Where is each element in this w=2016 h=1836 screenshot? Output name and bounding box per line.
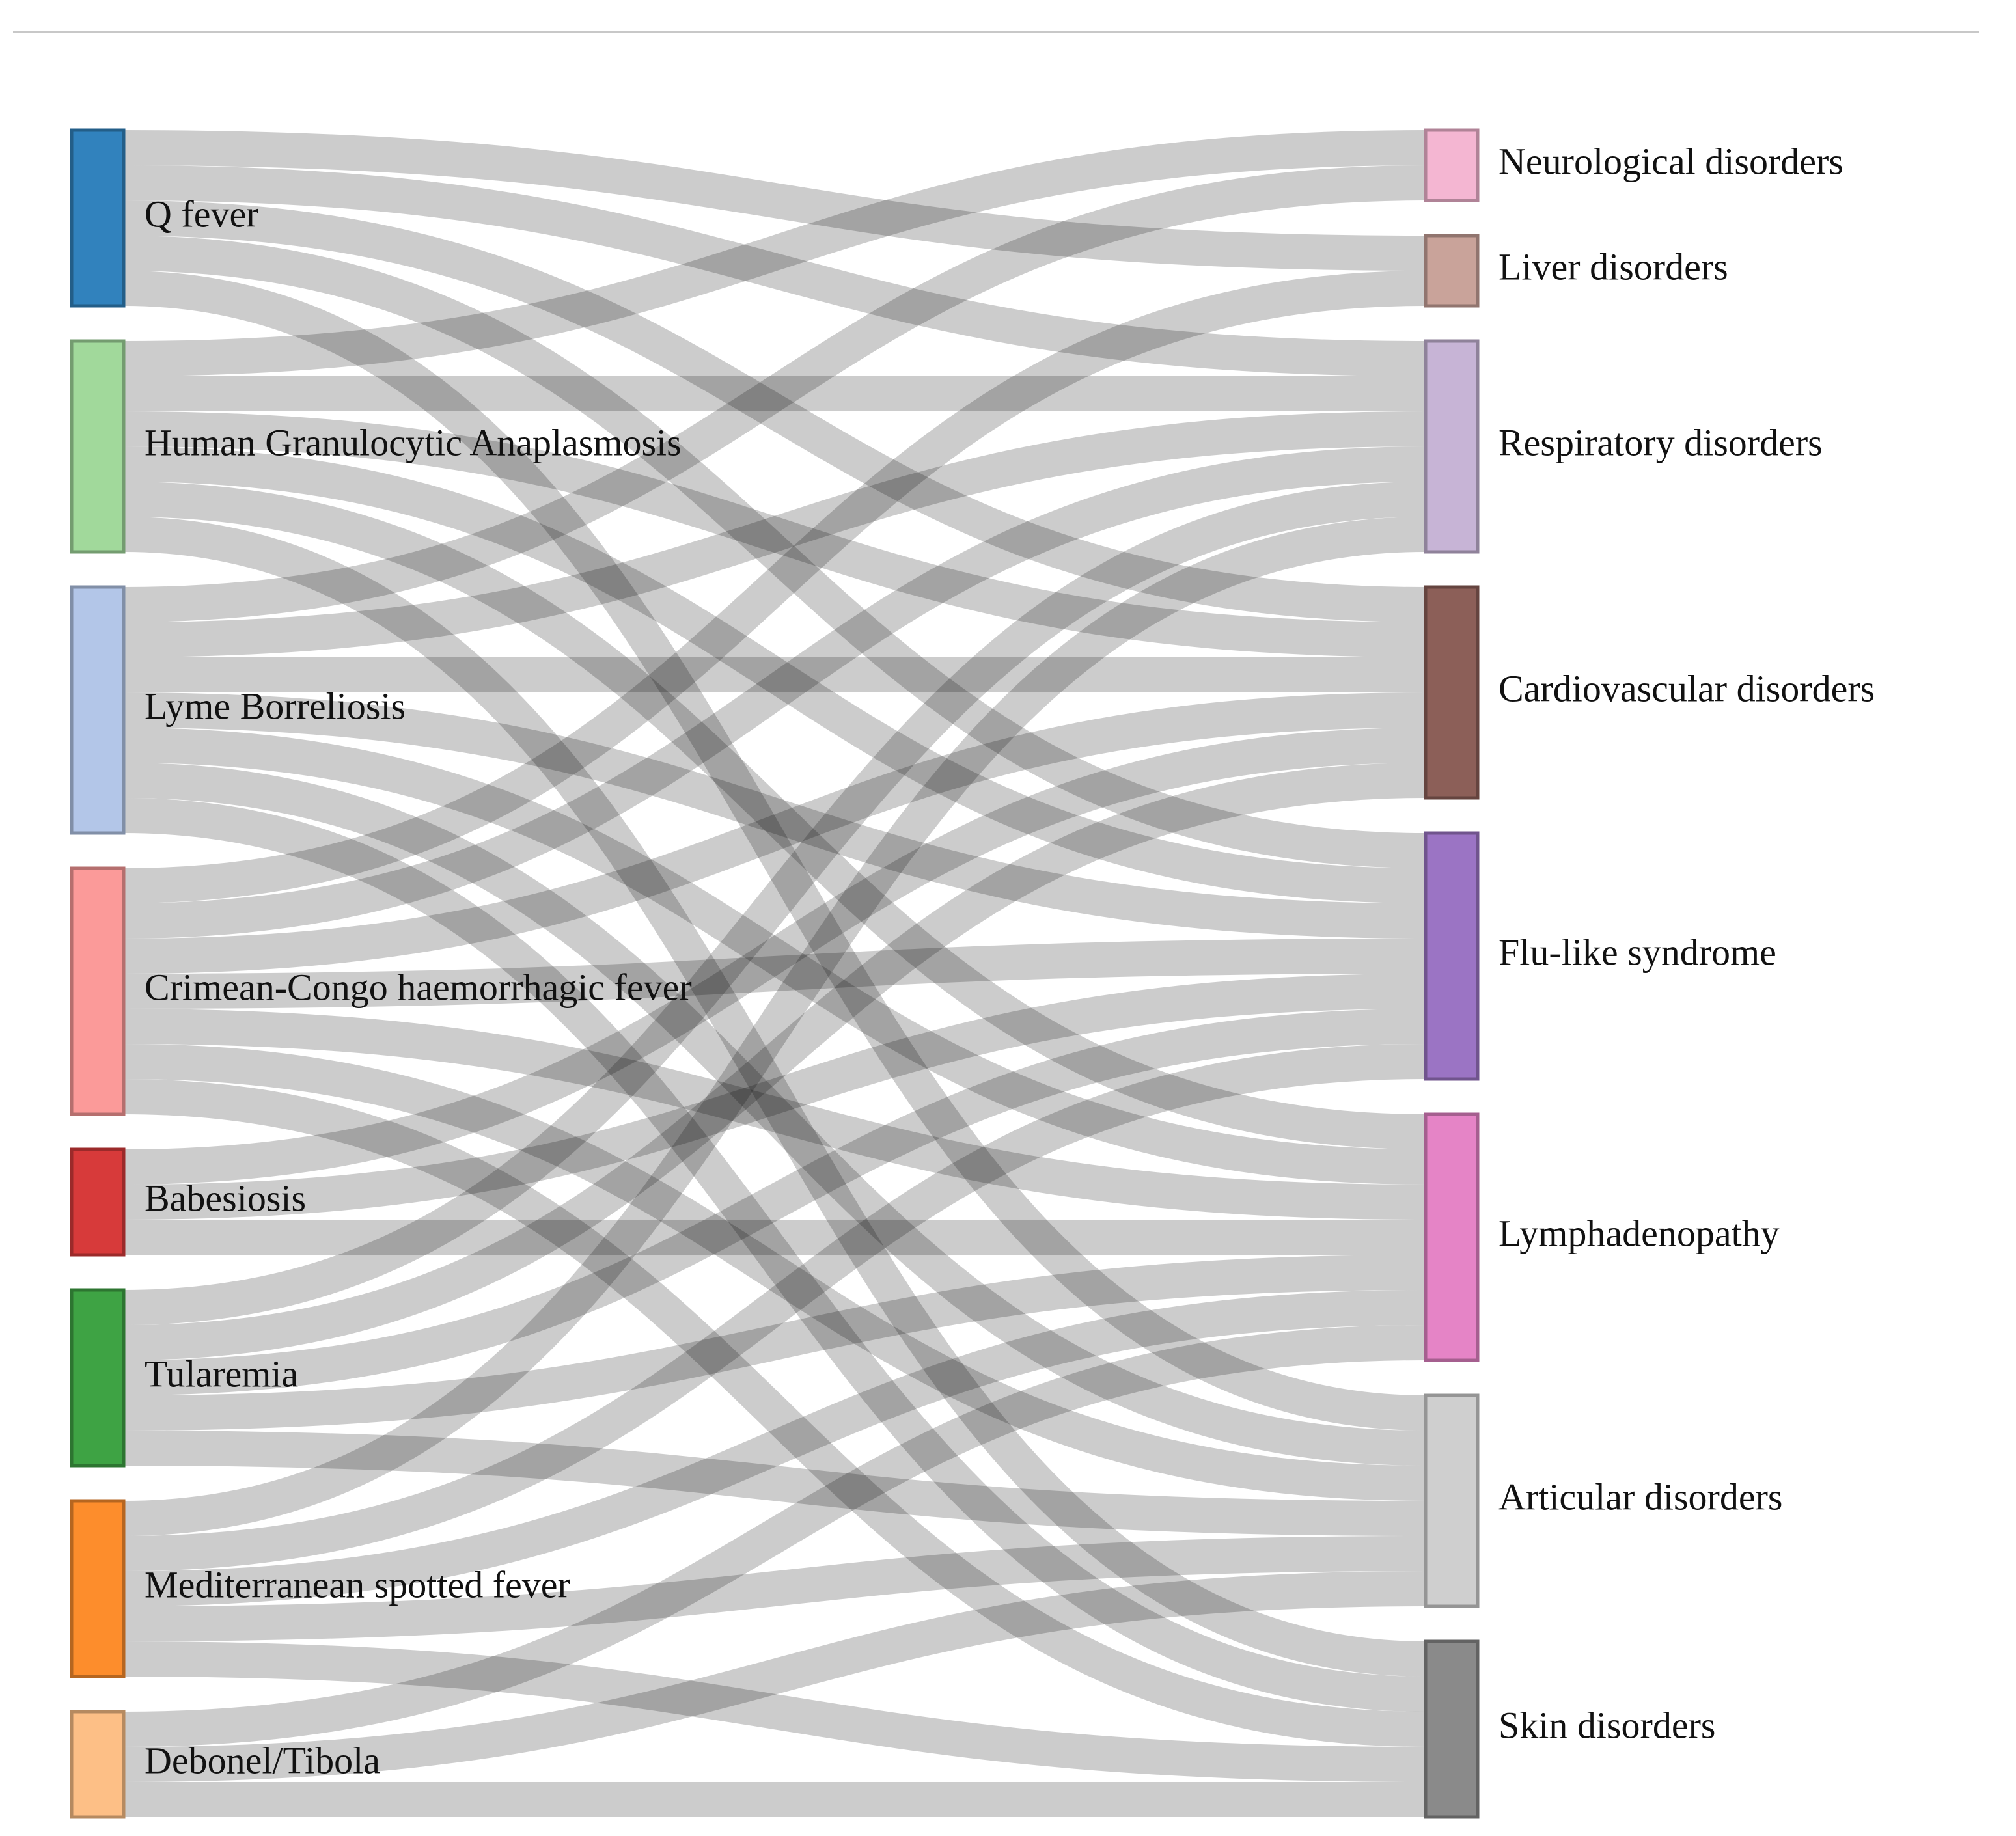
node-lyme bbox=[70, 585, 126, 835]
link-hga-cardio bbox=[123, 411, 1426, 657]
node-liver bbox=[1424, 234, 1480, 308]
source-label-cchf: Crimean-Congo haemorrhagic fever bbox=[145, 966, 692, 1008]
link-lyme-resp bbox=[123, 411, 1426, 657]
target-label-resp: Respiratory disorders bbox=[1498, 421, 1823, 463]
link-tularemia-lymph bbox=[123, 1255, 1426, 1431]
source-label-lyme: Lyme Borreliosis bbox=[145, 685, 406, 727]
link-babesiosis-flu bbox=[123, 974, 1426, 1220]
nodes-layer bbox=[70, 128, 1480, 1819]
link-msf-skin bbox=[123, 1641, 1426, 1782]
source-label-msf: Mediterranean spotted fever bbox=[145, 1563, 570, 1606]
link-qfever-flu bbox=[123, 236, 1426, 868]
node-debonel bbox=[70, 1710, 126, 1819]
node-neuro bbox=[1424, 128, 1480, 202]
target-label-cardio: Cardiovascular disorders bbox=[1498, 667, 1875, 709]
target-label-artic: Articular disorders bbox=[1498, 1475, 1782, 1518]
link-lyme-skin bbox=[123, 798, 1426, 1712]
link-qfever-artic bbox=[123, 271, 1426, 1431]
link-cchf-resp bbox=[123, 446, 1426, 939]
node-resp bbox=[1424, 339, 1480, 554]
node-qfever bbox=[70, 128, 126, 308]
link-msf-artic bbox=[123, 1536, 1426, 1641]
link-hga-flu bbox=[123, 446, 1426, 903]
link-debonel-artic bbox=[123, 1571, 1426, 1782]
link-msf-flu bbox=[123, 1044, 1426, 1571]
link-msf-lymph bbox=[123, 1290, 1426, 1606]
links-layer bbox=[123, 130, 1426, 1818]
link-cchf-cardio bbox=[123, 692, 1426, 974]
link-cchf-flu bbox=[123, 939, 1426, 1009]
link-babesiosis-cardio bbox=[123, 728, 1426, 1185]
node-artic bbox=[1424, 1393, 1480, 1608]
source-label-debonel: Debonel/Tibola bbox=[145, 1739, 380, 1781]
node-cardio bbox=[1424, 585, 1480, 800]
source-label-tularemia: Tularemia bbox=[145, 1352, 298, 1395]
link-cchf-skin bbox=[123, 1079, 1426, 1747]
link-qfever-liver bbox=[123, 130, 1426, 271]
link-msf-resp bbox=[123, 517, 1426, 1536]
target-label-neuro: Neurological disorders bbox=[1498, 140, 1843, 182]
link-lyme-lymph bbox=[123, 728, 1426, 1185]
link-qfever-resp bbox=[123, 165, 1426, 376]
source-label-babesiosis: Babesiosis bbox=[145, 1177, 306, 1219]
labels-layer: Q fever Human Granulocytic Anaplasmosis Ly… bbox=[145, 140, 1875, 1781]
node-msf bbox=[70, 1499, 126, 1678]
link-tularemia-resp bbox=[123, 482, 1426, 1325]
link-tularemia-cardio bbox=[123, 763, 1426, 1360]
link-cchf-lymph bbox=[123, 1009, 1426, 1220]
link-cchf-liver bbox=[123, 271, 1426, 903]
node-skin bbox=[1424, 1639, 1480, 1819]
top-divider bbox=[13, 31, 1979, 33]
target-label-flu: Flu-like syndrome bbox=[1498, 931, 1776, 973]
node-tularemia bbox=[70, 1288, 126, 1468]
node-lymph bbox=[1424, 1112, 1480, 1362]
node-flu bbox=[1424, 831, 1480, 1081]
target-label-liver: Liver disorders bbox=[1498, 245, 1728, 288]
link-cchf-artic bbox=[123, 1044, 1426, 1501]
node-hga bbox=[70, 339, 126, 554]
link-lyme-flu bbox=[123, 692, 1426, 939]
link-hga-skin bbox=[123, 517, 1426, 1677]
source-label-qfever: Q fever bbox=[145, 193, 259, 235]
link-hga-lymph bbox=[123, 482, 1426, 1149]
link-tularemia-artic bbox=[123, 1431, 1426, 1536]
target-label-lymph: Lymphadenopathy bbox=[1498, 1212, 1780, 1254]
node-babesiosis bbox=[70, 1147, 126, 1257]
link-tularemia-flu bbox=[123, 1009, 1426, 1395]
link-hga-neuro bbox=[123, 130, 1426, 376]
link-qfever-cardio bbox=[123, 200, 1426, 622]
target-label-skin: Skin disorders bbox=[1498, 1704, 1716, 1746]
source-label-hga: Human Granulocytic Anaplasmosis bbox=[145, 421, 682, 463]
link-lyme-neuro bbox=[123, 165, 1426, 622]
node-cchf bbox=[70, 866, 126, 1116]
link-lyme-artic bbox=[123, 763, 1426, 1466]
link-debonel-lymph bbox=[123, 1325, 1426, 1747]
